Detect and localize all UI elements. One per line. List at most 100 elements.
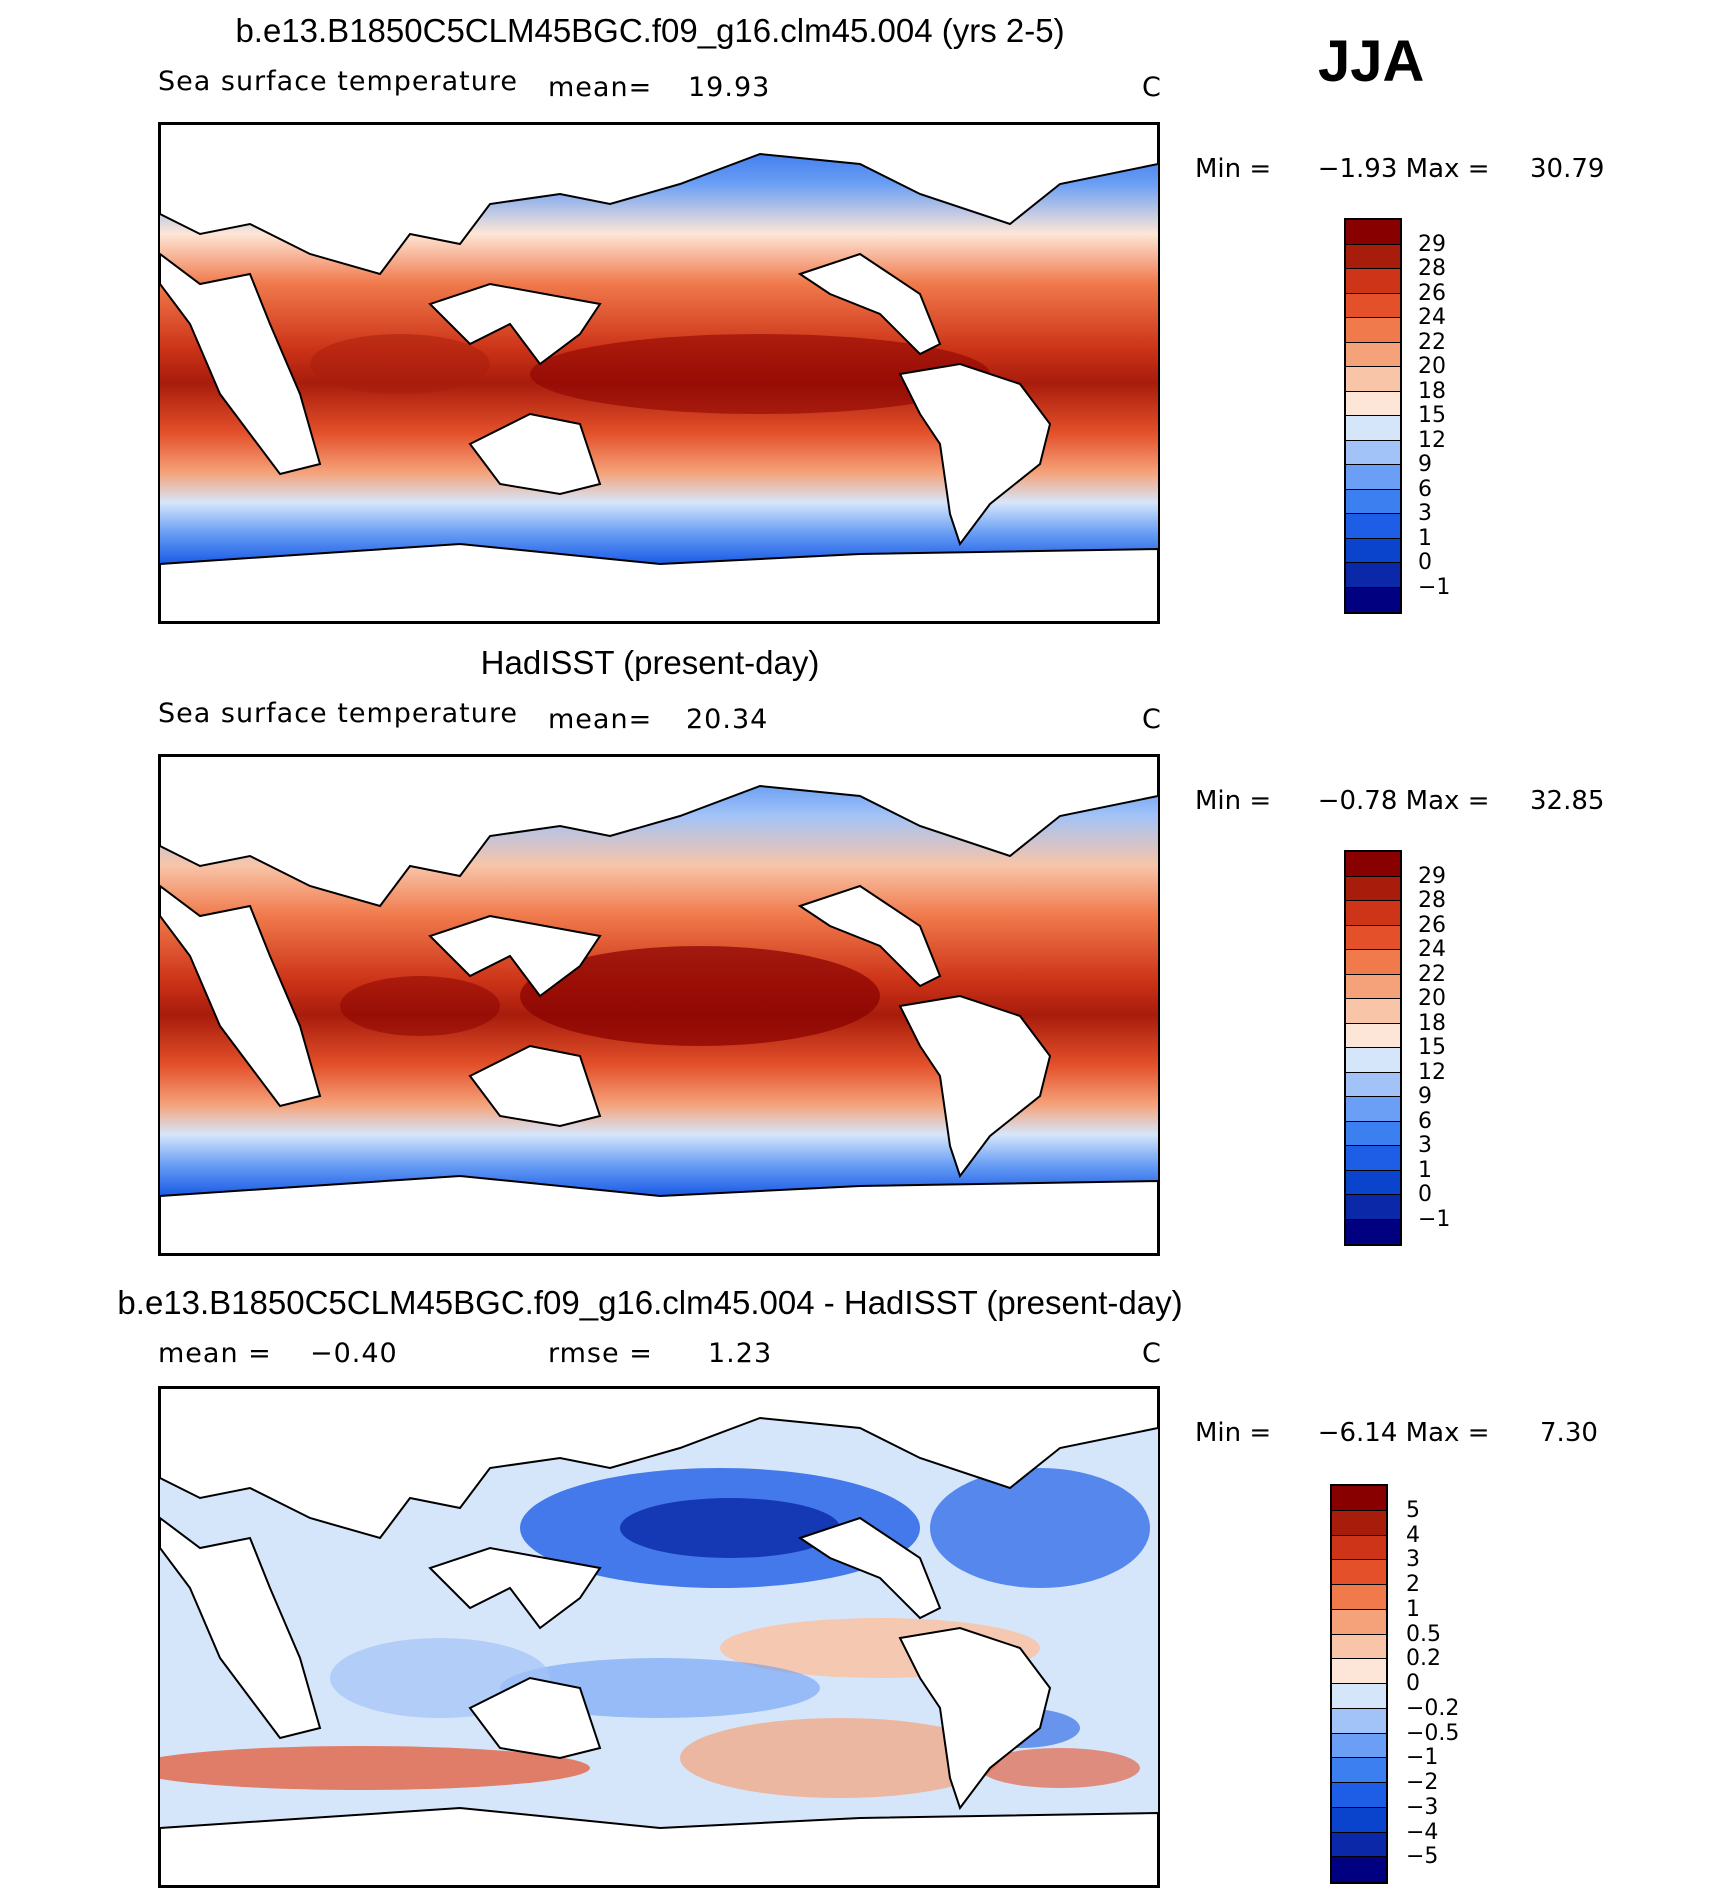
mean-value: 20.34 [686,704,769,735]
colorbar-swatch [1332,1659,1386,1684]
colorbar-tick-label: 24 [1418,937,1446,962]
colorbar-swatch [1346,587,1400,612]
diff-map-svg [160,1388,1158,1886]
colorbar-tick-label: 2 [1406,1572,1420,1597]
colorbar-tick-label: 26 [1418,280,1446,306]
max-value: 30.79 [1530,154,1605,184]
colorbar-swatch [1346,367,1400,392]
colorbar-swatch [1346,1146,1400,1171]
min-value: −0.78 [1317,786,1398,816]
colorbar-swatch [1346,1097,1400,1122]
variable-label: Sea surface temperature [158,698,518,729]
colorbar-tick-label: 15 [1418,1035,1446,1060]
colorbar-swatch [1346,1195,1400,1220]
colorbar-swatch [1346,1048,1400,1073]
colorbar-swatch [1346,1170,1400,1195]
min-max-readout: Min = −6.14 Max = 7.30 [1195,1418,1598,1448]
colorbar-tick-label: 20 [1418,354,1446,379]
colorbar-tick-label: 0.2 [1406,1646,1441,1672]
colorbar-swatch [1332,1684,1386,1709]
colorbar-swatch [1346,440,1400,465]
colorbar-tick-label: 24 [1418,305,1446,330]
colorbar-swatch [1346,563,1400,588]
colorbar-tick-label: 4 [1406,1522,1420,1548]
colorbar-tick-label: 12 [1418,427,1446,453]
colorbar-swatch [1346,489,1400,514]
colorbar-swatch [1346,514,1400,539]
colorbar-swatch [1346,538,1400,563]
colorbar-tick-label: 29 [1418,863,1446,889]
colorbar-tick-label: 6 [1418,476,1432,502]
min-max-readout: Min = −1.93 Max = 30.79 [1195,154,1604,184]
season-label: JJA [1318,29,1425,94]
min-value: −6.14 [1317,1418,1398,1448]
min-label: Min = [1195,1418,1272,1448]
min-label: Min = [1195,154,1272,184]
min-max-readout: Min = −0.78 Max = 32.85 [1195,786,1604,816]
colorbar-tick-label: 1 [1406,1596,1420,1622]
colorbar-tick-label: −5 [1406,1844,1439,1870]
colorbar-tick-label: 0 [1418,550,1432,575]
variable-label: Sea surface temperature [158,66,518,97]
colorbar-swatch [1346,950,1400,975]
colorbar-swatch [1346,974,1400,999]
colorbar-swatch [1346,244,1400,269]
colorbar-swatch [1346,293,1400,318]
colorbar-swatch [1332,1535,1386,1561]
colorbar-tick-label: 29 [1418,231,1446,257]
colorbar-tick-label: 3 [1418,501,1432,526]
colorbar-tick-label: 3 [1406,1547,1420,1573]
colorbar-tick-label: −4 [1406,1819,1439,1845]
colorbar-swatch [1346,876,1400,901]
map-hadisst-sst [158,754,1160,1256]
mean-value: −0.40 [310,1338,398,1369]
colorbar-swatch [1346,1072,1400,1097]
colorbar-tick-label: −0.2 [1406,1695,1460,1721]
max-value: 32.85 [1530,786,1605,816]
colorbar-swatch [1332,1733,1386,1759]
colorbar-swatch [1346,901,1400,926]
colorbar-tick-label: 5 [1406,1497,1420,1523]
colorbar-swatch [1346,342,1400,367]
colorbar-tick-label: 9 [1418,452,1432,477]
colorbar-swatch [1346,318,1400,343]
panel-title: b.e13.B1850C5CLM45BGC.f09_g16.clm45.004 … [117,1284,1183,1321]
colorbar-swatch [1332,1708,1386,1734]
colorbar-swatch [1346,852,1400,877]
colorbar-tick-label: 1 [1418,1157,1432,1183]
colorbar-tick-label: −1 [1418,574,1451,600]
colorbar-tick-label: −0.5 [1406,1720,1460,1746]
panel-title: HadISST (present-day) [480,644,820,681]
colorbar-tick-label: −3 [1406,1794,1439,1820]
max-value: 7.30 [1540,1418,1598,1448]
colorbar-tick-label: 0 [1418,1182,1432,1207]
colorbar-tick-label: 1 [1418,525,1432,551]
colorbar-tick-label: 20 [1418,986,1446,1011]
colorbar-swatch [1346,1023,1400,1048]
colorbar-swatch [1346,925,1400,950]
units-label: C [1142,704,1162,735]
colorbar [1344,218,1402,614]
colorbar-swatch [1346,465,1400,490]
colorbar-tick-label: 22 [1418,961,1446,987]
sst-map-svg [160,756,1158,1254]
colorbar-swatch [1332,1758,1386,1783]
colorbar-swatch [1346,416,1400,441]
min-label: Min = [1195,786,1272,816]
colorbar-tick-label: 22 [1418,329,1446,355]
colorbar-tick-label: 28 [1418,256,1446,281]
colorbar-tick-label: 18 [1418,378,1446,404]
colorbar-swatch [1346,1121,1400,1146]
mean-value: 19.93 [688,72,771,103]
colorbar-tick-label: 9 [1418,1084,1432,1109]
colorbar-tick-label: 12 [1418,1059,1446,1085]
colorbar-tick-label: 26 [1418,912,1446,938]
colorbar-tick-label: 3 [1418,1133,1432,1158]
colorbar-swatch [1346,391,1400,416]
map-model-sst [158,122,1160,624]
rmse-value: 1.23 [708,1338,773,1369]
colorbar-swatch [1332,1560,1386,1585]
colorbar-swatch [1346,269,1400,294]
mean-label: mean= [548,704,653,735]
units-label: C [1142,1338,1162,1369]
